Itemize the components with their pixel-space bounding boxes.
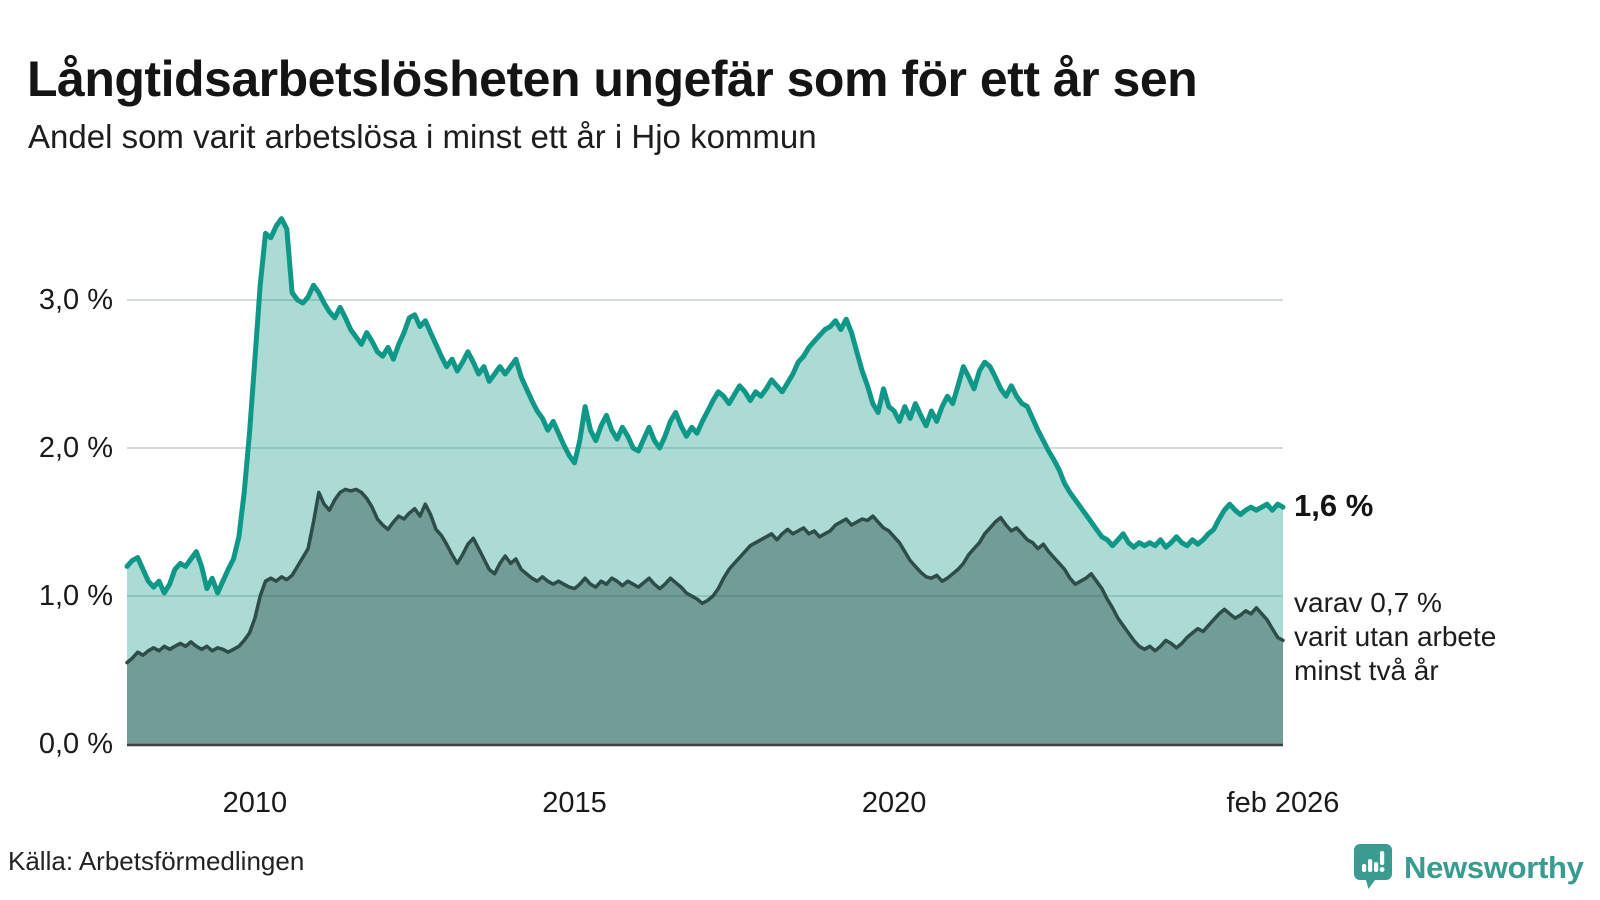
- y-axis-label: 2,0 %: [38, 432, 113, 464]
- latest-value-label: 1,6 %: [1294, 488, 1374, 523]
- newsworthy-wordmark: Newsworthy: [1404, 850, 1584, 885]
- x-axis-label: 2010: [222, 787, 288, 819]
- chart-subtitle: Andel som varit arbetslösa i minst ett å…: [28, 118, 817, 155]
- source-note: Källa: Arbetsförmedlingen: [8, 846, 305, 876]
- series-line-0: [124, 216, 1286, 596]
- series-line-1: [125, 487, 1285, 665]
- annotation-line-3: minst två år: [1294, 655, 1439, 686]
- page-title: Långtidsarbetslösheten ungefär som för e…: [27, 50, 1198, 107]
- secondary-series-annotation: varav 0,7 % varit utan arbete minst två …: [1294, 586, 1594, 688]
- area-fill-1: [127, 489, 1283, 744]
- annotation-line-2: varit utan arbete: [1294, 621, 1497, 652]
- newsworthy-logo: Newsworthy: [1352, 842, 1584, 894]
- x-axis-label: 2020: [861, 787, 927, 819]
- y-axis-label: 0,0 %: [38, 728, 113, 760]
- x-axis-label: feb 2026: [1226, 787, 1340, 819]
- area-fill-0: [127, 218, 1283, 745]
- x-axis-label: 2015: [542, 787, 607, 819]
- y-axis-label: 3,0 %: [38, 284, 113, 316]
- y-axis-label: 1,0 %: [38, 580, 113, 612]
- newsworthy-speech-bubble-chart-icon: [1352, 842, 1394, 895]
- annotation-line-1: varav 0,7 %: [1294, 587, 1442, 618]
